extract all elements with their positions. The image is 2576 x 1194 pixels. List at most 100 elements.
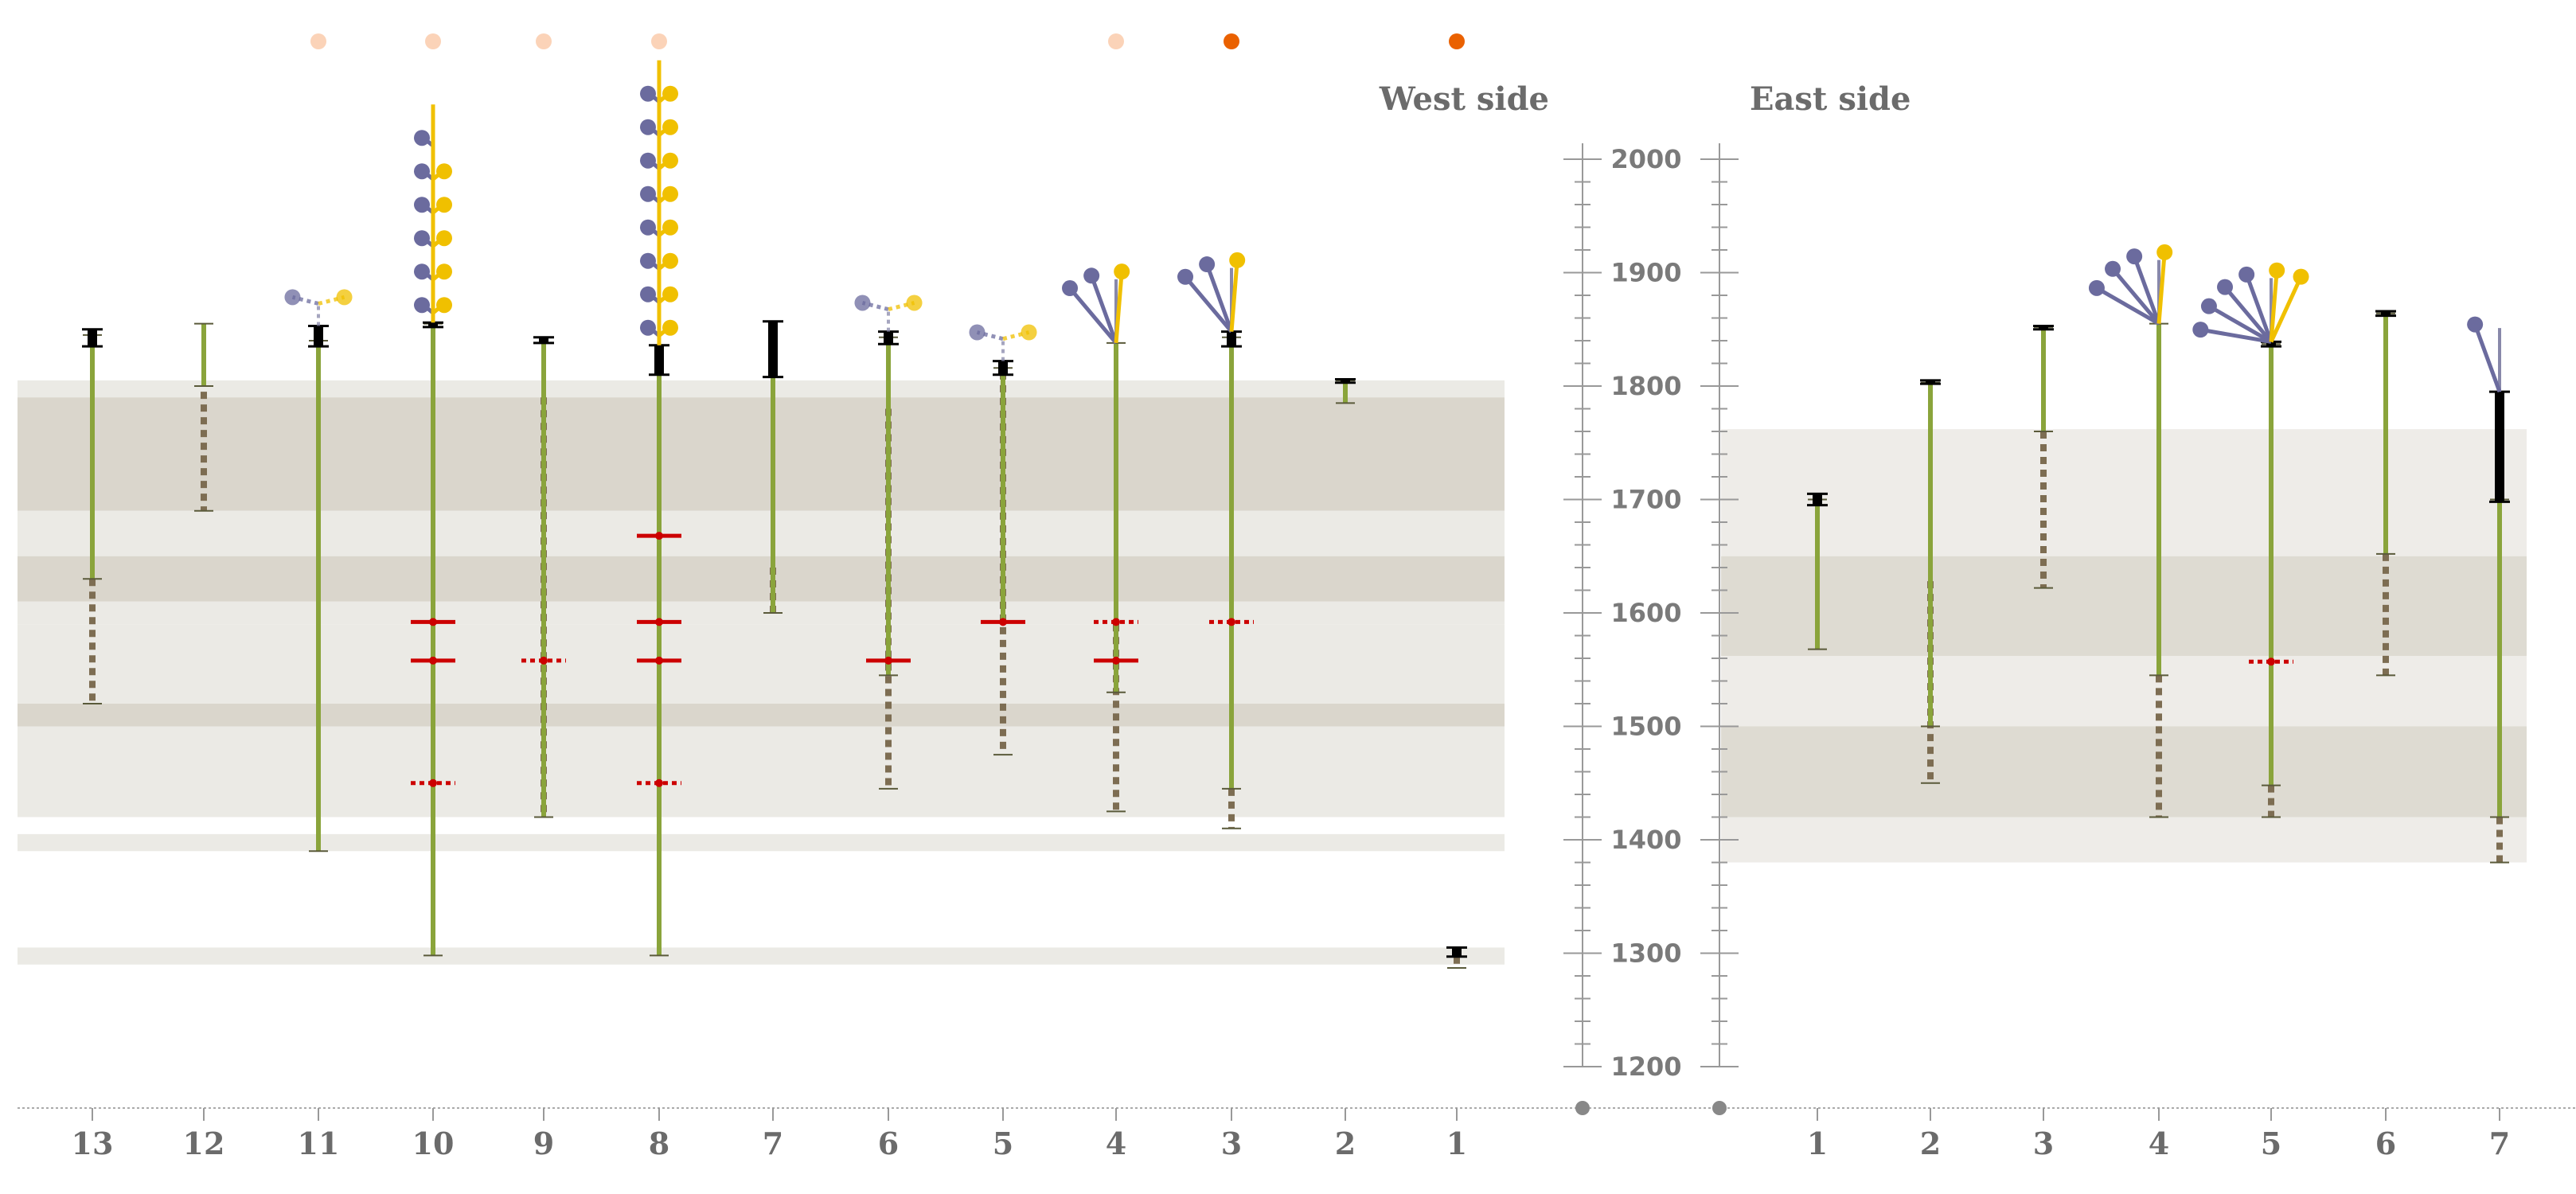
black-segment	[539, 337, 548, 343]
y-tick-label: 1700	[1610, 485, 1681, 515]
fan-yellow-dot	[436, 297, 452, 314]
band-east	[1721, 726, 2527, 817]
fan-yellow-dot	[1114, 263, 1130, 280]
red-marker-dot	[2267, 657, 2275, 666]
fan-yellow-dot	[1229, 252, 1246, 268]
red-marker-dot	[884, 656, 892, 665]
fan-yellow-dot	[662, 219, 678, 236]
x-tick-label: 9	[533, 1126, 554, 1161]
band-east	[1721, 556, 2527, 657]
band-east	[1721, 656, 2527, 727]
band-west	[18, 947, 1505, 965]
black-segment	[654, 345, 664, 375]
y-tick-label: 1600	[1610, 598, 1681, 628]
fan-yellow-dot	[662, 286, 678, 302]
status-dot	[310, 33, 326, 49]
fan-purple-dot	[284, 289, 301, 306]
red-marker-dot	[999, 618, 1007, 626]
x-tick-label: 4	[2149, 1126, 2169, 1161]
fan-purple-dot	[2126, 248, 2143, 265]
fan-purple-dot	[854, 295, 871, 311]
band-west	[18, 510, 1505, 556]
fan-yellow-dot	[662, 185, 678, 202]
fan-yellow-dot	[1021, 324, 1037, 341]
red-marker-dot	[429, 656, 437, 665]
black-segment	[88, 329, 97, 347]
x-tick-label: 11	[298, 1126, 340, 1161]
black-segment	[2266, 341, 2276, 347]
band-west	[18, 704, 1505, 727]
band-west	[18, 726, 1505, 817]
fan-purple-dot	[640, 152, 656, 169]
black-segment	[1813, 494, 1822, 505]
y-tick-label: 1400	[1610, 825, 1681, 855]
fan-yellow-dot	[662, 152, 678, 169]
fan-purple-line	[2223, 285, 2273, 344]
fan-purple-line	[2095, 286, 2160, 326]
fan-purple-dot	[2200, 298, 2217, 314]
black-segment	[884, 331, 893, 345]
y-tick-label: 1300	[1610, 938, 1681, 969]
band-west	[18, 658, 1505, 704]
fan-yellow-dot	[662, 119, 678, 135]
red-marker-dot	[655, 618, 663, 626]
band-west	[18, 397, 1505, 511]
axis-end-dot	[1712, 1101, 1727, 1115]
black-segment	[1452, 947, 1462, 957]
red-marker-dot	[429, 778, 437, 787]
x-tick-label: 7	[2489, 1126, 2510, 1161]
fan-purple-line	[2473, 323, 2502, 392]
fan-purple-line	[2199, 327, 2272, 344]
x-tick-label: 5	[2261, 1126, 2281, 1161]
red-marker-dot	[655, 532, 663, 540]
y-tick-label: 1800	[1610, 371, 1681, 401]
x-tick-label: 6	[878, 1126, 899, 1161]
red-marker-dot	[429, 618, 437, 626]
status-dot	[651, 33, 667, 49]
x-tick-label: 10	[412, 1126, 455, 1161]
fan-yellow-dot	[436, 263, 452, 280]
band-west	[18, 601, 1505, 625]
fan-purple-dot	[414, 163, 430, 180]
fan-yellow-dot	[2156, 244, 2173, 260]
fan-purple-dot	[1177, 268, 1194, 285]
red-marker-dot	[655, 656, 663, 665]
x-tick-label: 3	[1221, 1126, 1242, 1161]
black-segment	[314, 326, 323, 347]
fan-purple-dot	[414, 297, 430, 314]
fan-purple-dot	[1062, 280, 1079, 297]
fan-purple-dot	[640, 319, 656, 336]
fan-purple-line	[2111, 267, 2160, 326]
fan-yellow-line	[2269, 275, 2303, 343]
x-tick-label: 12	[183, 1126, 225, 1161]
fan-purple-dot	[640, 286, 656, 302]
fan-purple-dot	[2192, 322, 2209, 338]
fan-purple-dot	[2238, 266, 2255, 283]
fan-yellow-dot	[436, 197, 452, 213]
fan-purple-dot	[414, 130, 430, 146]
fan-yellow-line	[1229, 259, 1239, 332]
fan-purple-dot	[414, 263, 430, 280]
fan-purple-dot	[2088, 279, 2105, 296]
status-dot	[1108, 33, 1124, 49]
band-layer	[18, 380, 2527, 965]
red-marker-dot	[1112, 656, 1120, 665]
panel-title-east: East side	[1750, 80, 1911, 118]
band-west	[18, 556, 1505, 602]
fan-purple-line	[1204, 263, 1234, 333]
black-segment	[2039, 326, 2048, 330]
fan-purple-dot	[640, 185, 656, 202]
fan-yellow-dot	[2293, 268, 2309, 285]
fan-yellow-dot	[662, 85, 678, 102]
fan-purple-dot	[2217, 279, 2234, 295]
band-west	[18, 624, 1505, 658]
red-marker-dot	[540, 656, 548, 665]
y-tick-label: 1900	[1610, 258, 1681, 288]
x-tick-label: 13	[72, 1126, 114, 1161]
black-segment	[428, 322, 438, 327]
band-east	[1721, 429, 2527, 556]
black-segment	[768, 321, 778, 377]
band-east	[1721, 817, 2527, 863]
